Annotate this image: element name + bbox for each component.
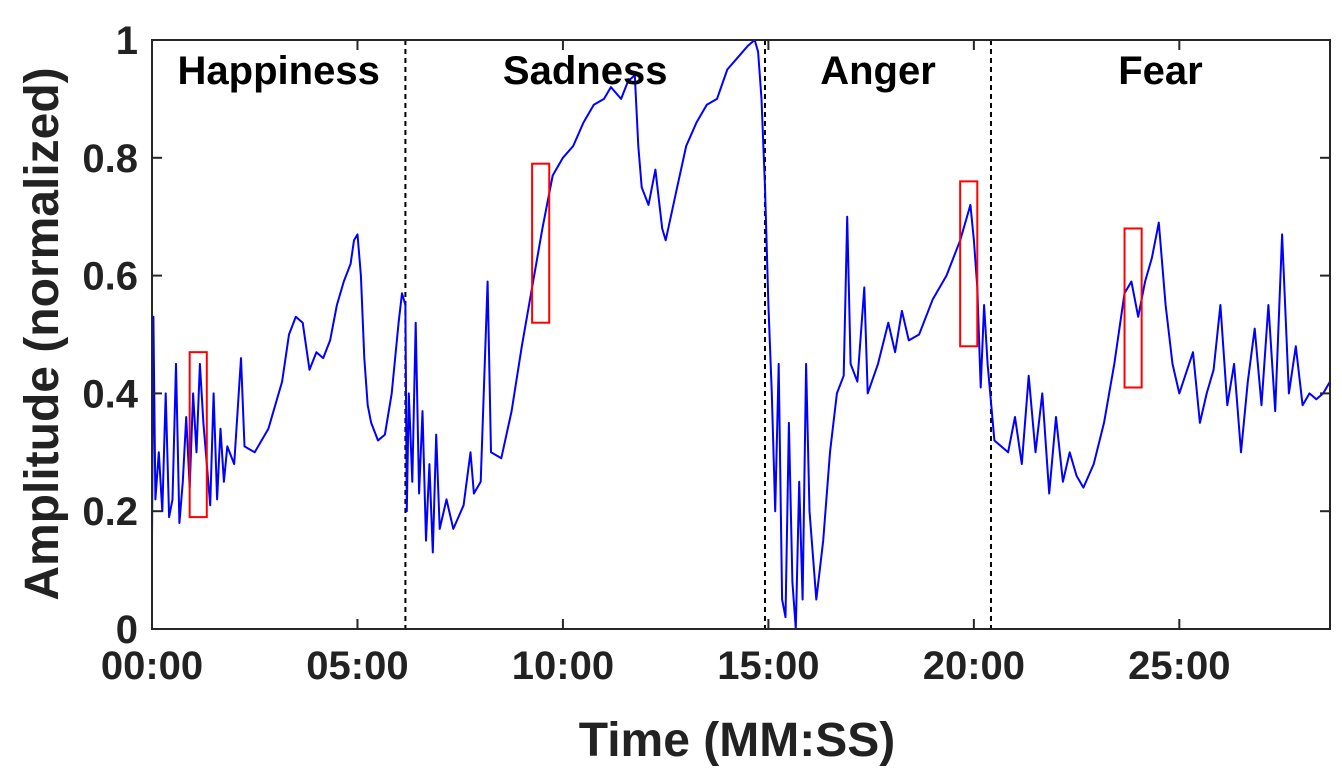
- highlight-box-4: [1123, 227, 1143, 389]
- region-label-fear: Fear: [1118, 49, 1203, 93]
- region-labels: Happiness Sadness Anger Fear: [178, 49, 1203, 93]
- y-tick-label-4: 0.8: [82, 137, 138, 181]
- x-axis-title: Time (MM:SS): [579, 714, 895, 767]
- highlight-box-1: [188, 351, 208, 519]
- series-group: [151, 39, 1331, 630]
- y-tick-label-1: 0.2: [82, 490, 138, 534]
- y-tick-label-2: 0.4: [82, 372, 138, 416]
- x-tick-label-1: 05:00: [306, 644, 408, 688]
- y-tick-label-3: 0.6: [82, 255, 138, 299]
- y-tick-label-0: 0: [116, 608, 138, 652]
- plot-frame: [151, 39, 1331, 630]
- region-label-sadness: Sadness: [503, 49, 668, 93]
- x-axis-ticks: 00:00 05:00 10:00 15:00 20:00 25:00: [101, 40, 1230, 688]
- y-axis-ticks: 0 0.2 0.4 0.6 0.8 1: [82, 19, 1330, 652]
- x-tick-label-5: 25:00: [1128, 644, 1230, 688]
- y-tick-label-5: 1: [116, 19, 138, 63]
- region-label-anger: Anger: [820, 49, 936, 93]
- series-line-1: [151, 39, 1331, 630]
- highlight-box-3: [959, 180, 979, 348]
- region-dividers: [404, 40, 992, 629]
- highlight-boxes: [188, 162, 1143, 519]
- x-tick-label-4: 20:00: [923, 644, 1025, 688]
- y-axis-title: Amplitude (normalized): [16, 67, 69, 600]
- region-label-happiness: Happiness: [178, 49, 380, 93]
- x-tick-label-0: 00:00: [101, 644, 203, 688]
- x-tick-label-2: 10:00: [512, 644, 614, 688]
- highlight-box-2: [531, 162, 551, 324]
- x-tick-label-3: 15:00: [717, 644, 819, 688]
